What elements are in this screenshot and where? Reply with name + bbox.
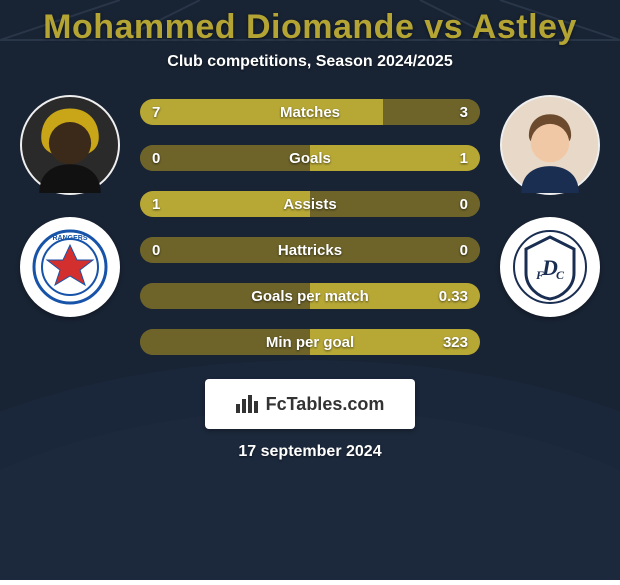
player-left-avatar xyxy=(20,95,120,195)
snapshot-date: 17 september 2024 xyxy=(238,443,381,461)
stat-bar-left-fill xyxy=(140,191,310,217)
stat-right-value: 1 xyxy=(460,150,468,167)
stat-bar-track xyxy=(140,237,480,263)
stat-bar-track xyxy=(140,145,480,171)
stat-bars: 73Matches01Goals10Assists00Hattricks0.33… xyxy=(140,95,480,355)
stat-bar-right-fill xyxy=(310,145,480,171)
stat-left-value: 7 xyxy=(152,104,160,121)
stat-bar-track xyxy=(140,283,480,309)
person-icon xyxy=(502,95,598,195)
stat-right-value: 0 xyxy=(460,242,468,259)
content-root: Mohammed Diomande vs Astley Club competi… xyxy=(0,0,620,580)
shield-icon: RANGERS xyxy=(30,227,110,307)
site-name: FcTables.com xyxy=(266,394,385,415)
stat-bar: 0.33Goals per match xyxy=(140,283,480,309)
svg-text:F: F xyxy=(535,268,544,282)
stat-bar-track xyxy=(140,191,480,217)
stat-right-value: 0 xyxy=(460,196,468,213)
stat-right-value: 3 xyxy=(460,104,468,121)
stat-bar: 323Min per goal xyxy=(140,329,480,355)
page-title: Mohammed Diomande vs Astley xyxy=(43,8,577,47)
club-right-crest: D F C xyxy=(500,217,600,317)
stat-bar: 01Goals xyxy=(140,145,480,171)
bars-icon xyxy=(236,395,258,413)
stat-bar: 00Hattricks xyxy=(140,237,480,263)
stat-bar-track xyxy=(140,99,480,125)
stat-left-value: 0 xyxy=(152,150,160,167)
comparison-main: RANGERS 73Matches01Goals10Assists00Hattr… xyxy=(0,95,620,355)
club-left-crest: RANGERS xyxy=(20,217,120,317)
stat-bar-left-fill xyxy=(140,99,310,125)
page-subtitle: Club competitions, Season 2024/2025 xyxy=(167,53,452,71)
stat-bar: 73Matches xyxy=(140,99,480,125)
svg-text:C: C xyxy=(556,268,565,282)
person-icon xyxy=(22,95,118,195)
stat-left-value: 1 xyxy=(152,196,160,213)
player-right-avatar xyxy=(500,95,600,195)
stat-right-value: 0.33 xyxy=(439,288,468,305)
stat-left-value: 0 xyxy=(152,242,160,259)
shield-icon: D F C xyxy=(510,227,590,307)
player-right-column: D F C xyxy=(490,95,610,317)
stat-bar-right-fill xyxy=(310,99,383,125)
stat-bar: 10Assists xyxy=(140,191,480,217)
stat-bar-track xyxy=(140,329,480,355)
site-logo[interactable]: FcTables.com xyxy=(205,379,415,429)
svg-text:RANGERS: RANGERS xyxy=(52,235,87,242)
stat-right-value: 323 xyxy=(443,334,468,351)
player-left-column: RANGERS xyxy=(10,95,130,317)
